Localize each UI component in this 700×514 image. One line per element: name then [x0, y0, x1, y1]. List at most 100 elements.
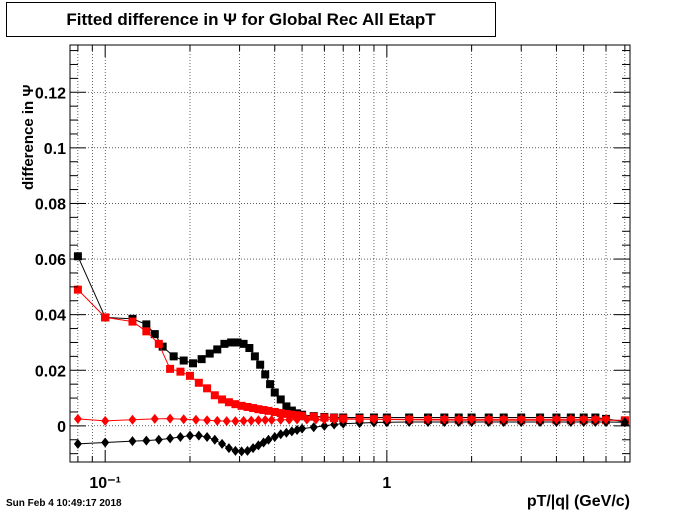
data-point: [423, 414, 432, 425]
data-point: [250, 352, 259, 361]
data-point: [259, 406, 268, 415]
data-point: [339, 414, 348, 425]
data-point: [285, 414, 294, 425]
data-point: [73, 252, 82, 261]
data-point: [194, 430, 203, 441]
data-point: [203, 431, 212, 442]
y-axis-label: difference in Ψ: [20, 84, 37, 191]
data-point: [276, 395, 285, 404]
y-tick-label: 0.12: [35, 85, 66, 102]
data-point: [154, 339, 163, 348]
data-point: [237, 446, 246, 457]
data-point: [320, 420, 329, 431]
data-point: [261, 415, 270, 426]
data-point: [320, 414, 329, 425]
series-line: [77, 289, 625, 421]
data-point: [282, 402, 291, 411]
data-point: [142, 327, 151, 336]
data-point: [256, 360, 265, 369]
data-point: [227, 338, 236, 347]
grid-lines: [70, 45, 630, 462]
x-axis-label: pT/|q| (GeV/c): [526, 493, 630, 510]
y-tick-label: 0.06: [35, 252, 66, 269]
series-3: [73, 413, 611, 427]
data-point: [218, 438, 227, 449]
data-point: [517, 414, 526, 425]
data-point: [330, 414, 339, 425]
data-point: [309, 412, 318, 421]
data-point: [185, 430, 194, 441]
data-point: [203, 415, 212, 426]
data-point: [239, 415, 248, 426]
data-point: [194, 378, 203, 387]
data-point: [231, 416, 240, 427]
data-point: [73, 413, 82, 424]
data-point: [220, 339, 229, 348]
data-point: [213, 345, 222, 354]
data-point: [142, 320, 151, 329]
data-point: [293, 414, 302, 425]
data-point: [128, 317, 137, 326]
y-tick-label: 0.08: [35, 196, 66, 213]
data-point: [218, 395, 227, 404]
data-point: [270, 431, 279, 442]
data-point: [224, 398, 233, 407]
data-point: [484, 414, 493, 425]
data-point: [166, 413, 175, 424]
chart-title: Fitted difference in Ψ for Global Rec Al…: [66, 9, 436, 29]
timestamp: Sun Feb 4 10:49:17 2018: [6, 498, 122, 509]
data-point: [166, 433, 175, 444]
data-point: [311, 414, 320, 425]
data-point: [166, 364, 175, 373]
data-point: [287, 406, 296, 415]
x-tick-label: 1: [382, 475, 391, 492]
data-point: [128, 414, 137, 425]
data-point: [191, 414, 200, 425]
data-point: [369, 414, 378, 425]
data-point: [309, 422, 318, 433]
data-point: [602, 414, 611, 425]
data-point: [276, 429, 285, 440]
data-point: [298, 423, 307, 434]
data-point: [276, 409, 285, 418]
data-point: [536, 414, 545, 425]
data-point: [467, 414, 476, 425]
data-point: [249, 404, 258, 413]
data-point: [440, 414, 449, 425]
data-point: [302, 414, 311, 425]
y-tick-label: 0: [57, 419, 66, 436]
data-point: [276, 414, 285, 425]
data-point: [266, 380, 275, 389]
series-0: [73, 252, 629, 426]
data-point: [264, 406, 273, 415]
data-point: [150, 330, 159, 339]
series-1: [73, 285, 629, 425]
data-point: [233, 338, 242, 347]
data-point: [298, 411, 307, 420]
data-point: [179, 414, 188, 425]
data-point: [154, 434, 163, 445]
data-point: [620, 417, 629, 428]
data-point: [382, 414, 391, 425]
data-point: [213, 415, 222, 426]
x-tick-label: 10⁻¹: [89, 475, 121, 492]
data-point: [185, 371, 194, 380]
chart-title-box: Fitted difference in Ψ for Global Rec Al…: [6, 2, 496, 37]
data-point: [264, 434, 273, 445]
data-point: [101, 415, 110, 426]
series-line: [77, 256, 625, 423]
data-point: [243, 402, 252, 411]
data-point: [254, 405, 263, 414]
data-point: [287, 426, 296, 437]
data-point: [282, 409, 291, 418]
data-point: [247, 415, 256, 426]
data-point: [179, 356, 188, 365]
plot-frame: [69, 44, 631, 463]
data-point: [128, 436, 137, 447]
data-point: [142, 435, 151, 446]
data-point: [203, 384, 212, 393]
data-point: [101, 437, 110, 448]
data-point: [591, 414, 600, 425]
data-point: [282, 427, 291, 438]
